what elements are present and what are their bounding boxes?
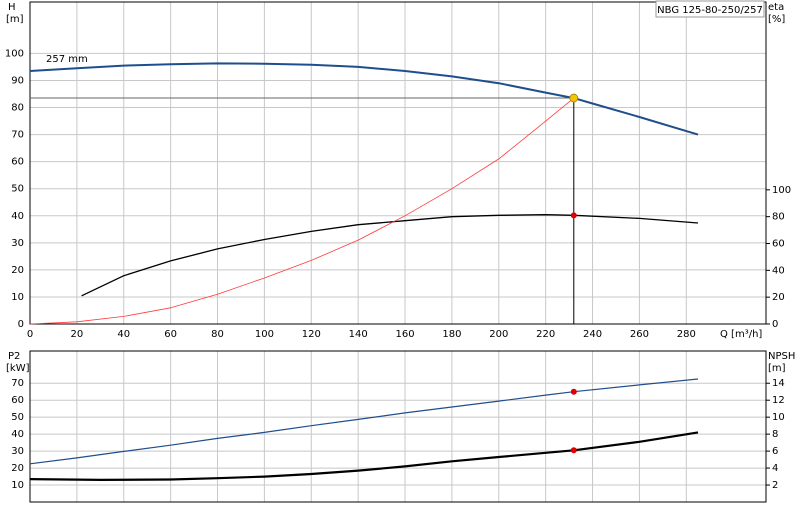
duty-marker <box>570 212 577 219</box>
y2-axis-unit: [%] <box>768 14 785 25</box>
y-tick-label: 80 <box>11 103 24 114</box>
y2-tick-label: 10 <box>772 412 785 423</box>
y-tick-label: 20 <box>11 265 24 276</box>
x-tick-label: 120 <box>302 329 321 340</box>
y2-tick-label: 0 <box>772 319 778 330</box>
x-tick-label: 20 <box>71 329 84 340</box>
y-axis-unit: [kW] <box>6 363 30 374</box>
y-tick-label: 0 <box>18 319 24 330</box>
duty-marker <box>570 388 577 395</box>
curve <box>29 431 699 481</box>
chart-title: NBG 125-80-250/257 <box>657 5 763 16</box>
y2-tick-label: 100 <box>772 185 791 196</box>
y-tick-label: 90 <box>11 75 24 86</box>
y-tick-label: 40 <box>11 429 24 440</box>
x-tick-label: 0 <box>27 329 33 340</box>
y2-axis-unit: [m] <box>768 363 786 374</box>
curve <box>29 97 575 325</box>
x-tick-label: 220 <box>536 329 555 340</box>
title-box <box>655 0 765 18</box>
y-axis-label: P2 <box>8 351 20 362</box>
y-tick-label: 10 <box>11 292 24 303</box>
y2-tick-label: 2 <box>772 480 778 491</box>
x-tick-label: 200 <box>489 329 508 340</box>
curve <box>29 62 699 136</box>
curve <box>81 214 699 297</box>
y-axis-unit: [m] <box>6 14 24 25</box>
plot-frame <box>29 350 767 503</box>
y-tick-label: 30 <box>11 446 24 457</box>
y2-tick-label: 14 <box>772 378 785 389</box>
y2-tick-label: 60 <box>772 239 785 250</box>
duty-point <box>569 93 579 103</box>
x-tick-label: 80 <box>211 329 224 340</box>
duty-marker <box>570 447 577 454</box>
x-tick-label: 180 <box>442 329 461 340</box>
y-tick-label: 40 <box>11 211 24 222</box>
x-tick-label: 240 <box>583 329 602 340</box>
plot-frame <box>29 1 767 325</box>
y-tick-label: 30 <box>11 238 24 249</box>
y-tick-label: 10 <box>11 480 24 491</box>
y-tick-label: 50 <box>11 412 24 423</box>
x-axis-label: Q [m³/h] <box>720 329 762 340</box>
x-tick-label: 140 <box>349 329 368 340</box>
curve-label: 257 mm <box>46 54 88 65</box>
y2-axis-label: NPSH <box>768 351 795 362</box>
y2-tick-label: 80 <box>772 212 785 223</box>
y2-tick-label: 6 <box>772 446 778 457</box>
plot-area <box>30 2 766 324</box>
y2-tick-label: 4 <box>772 463 778 474</box>
y-tick-label: 70 <box>11 378 24 389</box>
y-tick-label: 100 <box>5 48 24 59</box>
y-tick-label: 20 <box>11 463 24 474</box>
x-tick-label: 260 <box>630 329 649 340</box>
y2-tick-label: 20 <box>772 292 785 303</box>
plot-area <box>30 351 766 502</box>
x-tick-label: 280 <box>677 329 696 340</box>
x-tick-label: 160 <box>395 329 414 340</box>
x-tick-label: 40 <box>117 329 130 340</box>
y2-tick-label: 8 <box>772 429 778 440</box>
y-axis-label: H <box>8 2 16 13</box>
y-tick-label: 50 <box>11 184 24 195</box>
y-tick-label: 60 <box>11 157 24 168</box>
curve <box>29 378 699 465</box>
y-tick-label: 70 <box>11 130 24 141</box>
x-tick-label: 100 <box>255 329 274 340</box>
y2-tick-label: 12 <box>772 395 785 406</box>
y2-tick-label: 40 <box>772 265 785 276</box>
x-tick-label: 60 <box>164 329 177 340</box>
y2-axis-label: eta <box>768 2 784 13</box>
y-tick-label: 60 <box>11 395 24 406</box>
